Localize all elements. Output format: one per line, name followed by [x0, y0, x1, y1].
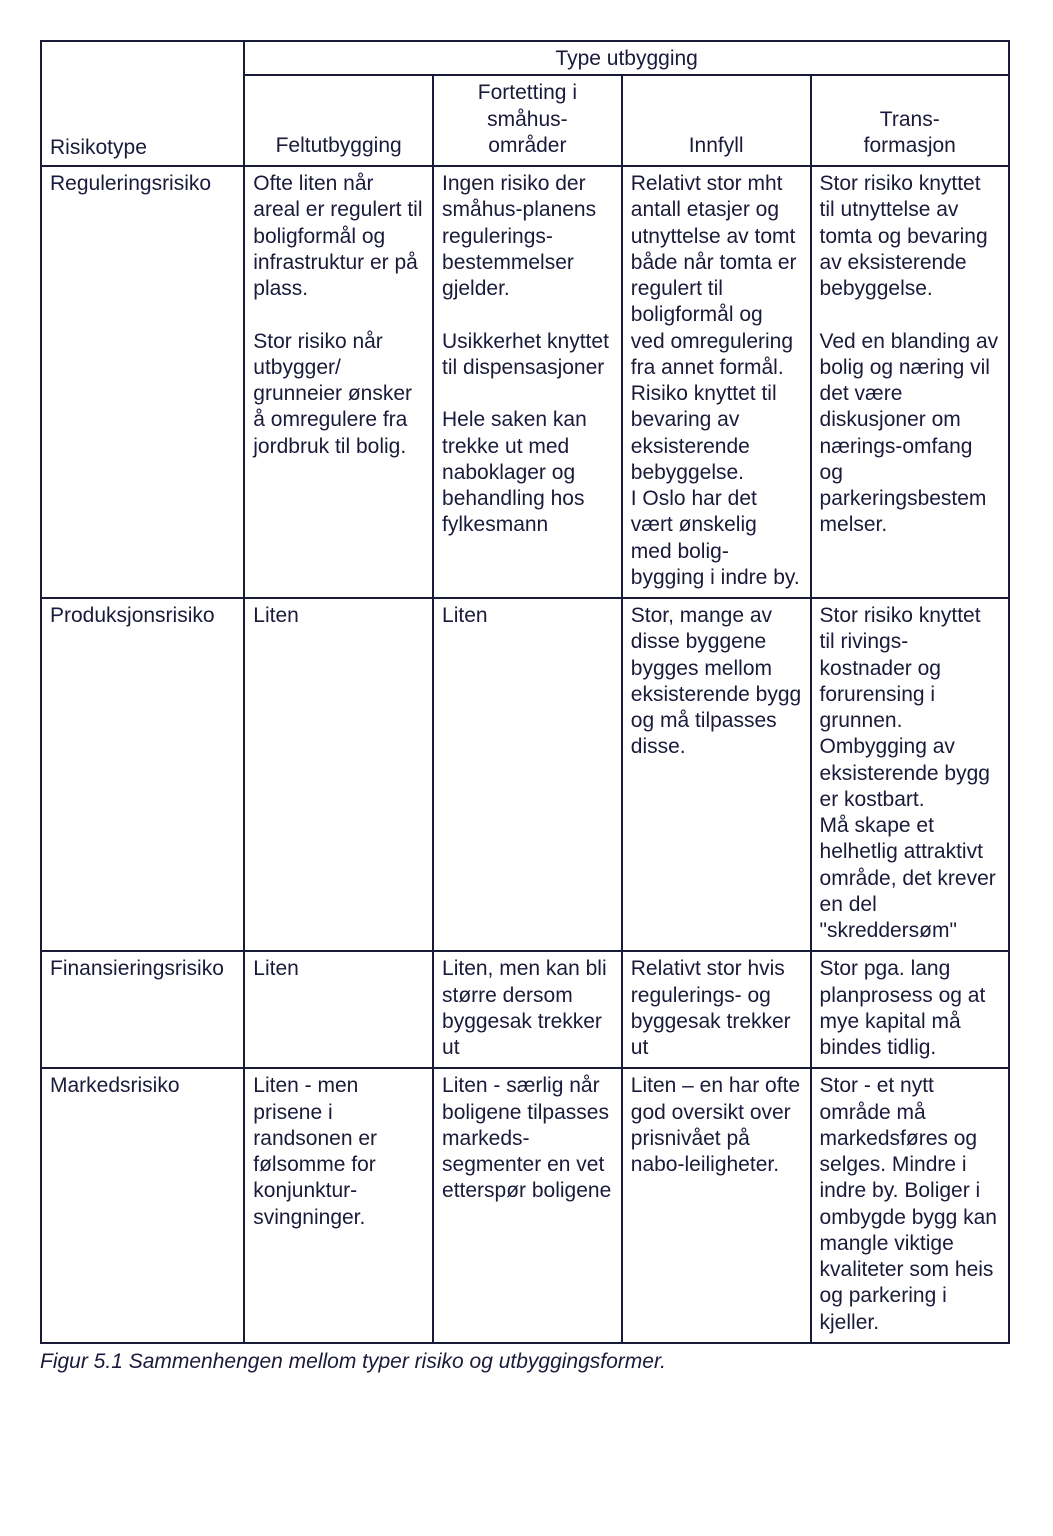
- row-label: Reguleringsrisiko: [41, 166, 244, 598]
- cell: Liten: [433, 598, 622, 951]
- cell: Stor, mange av disse byggene bygges mell…: [622, 598, 811, 951]
- table-row: Reguleringsrisiko Ofte liten når areal e…: [41, 166, 1009, 598]
- cell: Stor risiko knyttet til utnyttelse av to…: [811, 166, 1009, 598]
- row-label: Produksjonsrisiko: [41, 598, 244, 951]
- table-container: Risikotype Type utbygging Feltutbygging …: [40, 40, 1010, 1374]
- cell: Ingen risiko der småhus-planens reguleri…: [433, 166, 622, 598]
- cell: Liten - men prisene i randsonen er følso…: [244, 1068, 433, 1343]
- header-row-1: Risikotype Type utbygging: [41, 41, 1009, 75]
- cell: Stor pga. lang planprosess og at mye kap…: [811, 951, 1009, 1068]
- cell: Liten: [244, 598, 433, 951]
- cell: Relativt stor mht antall etasjer og utny…: [622, 166, 811, 598]
- cell: Stor - et nytt område må markedsføres og…: [811, 1068, 1009, 1343]
- cell: Liten, men kan bli større dersom byggesa…: [433, 951, 622, 1068]
- col-header-0: Feltutbygging: [244, 75, 433, 166]
- table-row: Produksjonsrisiko Liten Liten Stor, mang…: [41, 598, 1009, 951]
- col-header-3: Trans- formasjon: [811, 75, 1009, 166]
- row-label: Markedsrisiko: [41, 1068, 244, 1343]
- figure-caption: Figur 5.1 Sammenhengen mellom typer risi…: [40, 1350, 1010, 1374]
- cell: Stor risiko knyttet til rivings-kostnade…: [811, 598, 1009, 951]
- cell: Liten – en har ofte god oversikt over pr…: [622, 1068, 811, 1343]
- cell: Relativt stor hvis regulerings- og bygge…: [622, 951, 811, 1068]
- table-row: Finansieringsrisiko Liten Liten, men kan…: [41, 951, 1009, 1068]
- row-header-label: Risikotype: [41, 41, 244, 166]
- col-header-2: Innfyll: [622, 75, 811, 166]
- cell: Liten: [244, 951, 433, 1068]
- spanning-header: Type utbygging: [244, 41, 1009, 75]
- cell: Liten - særlig når boligene tilpasses ma…: [433, 1068, 622, 1343]
- cell: Ofte liten når areal er regulert til bol…: [244, 166, 433, 598]
- row-label: Finansieringsrisiko: [41, 951, 244, 1068]
- table-row: Markedsrisiko Liten - men prisene i rand…: [41, 1068, 1009, 1343]
- risk-table: Risikotype Type utbygging Feltutbygging …: [40, 40, 1010, 1344]
- col-header-1: Fortetting i småhus- områder: [433, 75, 622, 166]
